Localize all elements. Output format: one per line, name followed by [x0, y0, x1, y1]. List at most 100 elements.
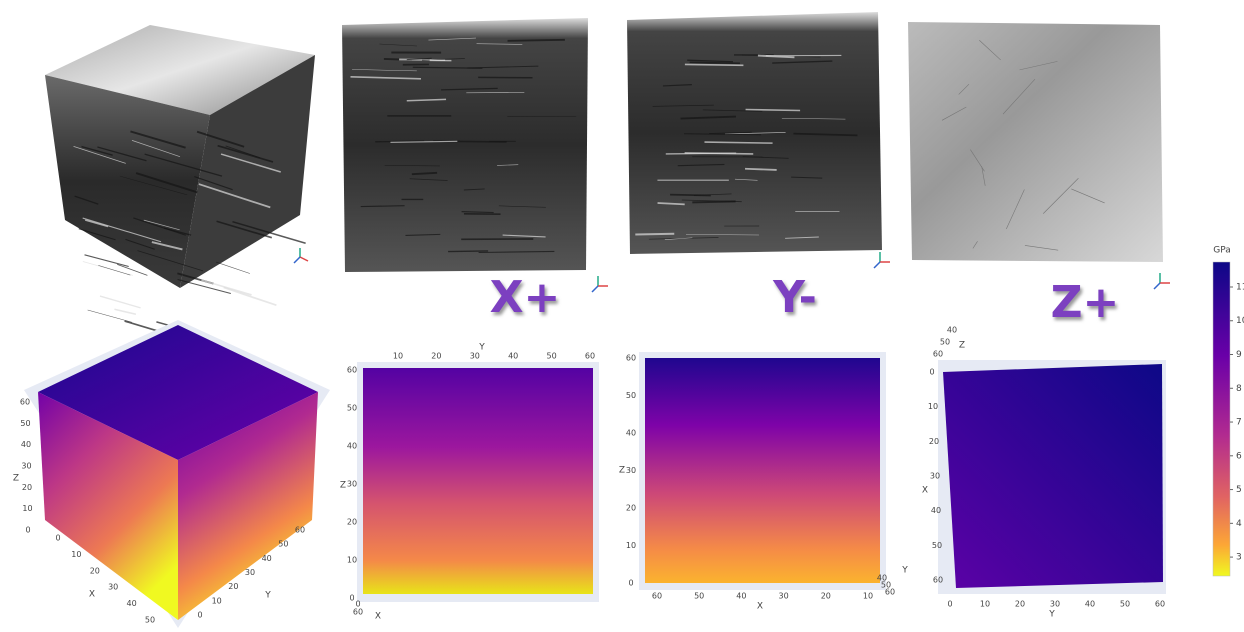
tick-label: 20: [431, 352, 441, 361]
colorbar-tick-label: 9: [1236, 350, 1242, 360]
tick-label: 10: [928, 402, 938, 411]
tick-label: 10: [626, 541, 636, 550]
tick-label: 40: [1085, 600, 1095, 609]
rock-streak: [114, 309, 135, 314]
tick-label: 10: [863, 592, 873, 601]
tick-label: 20: [228, 582, 238, 591]
tick-label: 50: [547, 352, 557, 361]
axis-title: X: [89, 590, 95, 600]
tick-label: 30: [470, 352, 480, 361]
tick-label: 50: [20, 419, 30, 428]
tick-label: 20: [347, 518, 357, 527]
tick-label: 60: [652, 592, 662, 601]
tick-label: 50: [940, 338, 950, 347]
view-label: Z+: [1051, 277, 1120, 328]
tick-label: 20: [626, 504, 636, 513]
tick-label: 60: [1155, 600, 1165, 609]
rock-photo-z: [908, 22, 1163, 262]
tick-label: 40: [931, 506, 941, 515]
tick-label: 60: [585, 352, 595, 361]
tick-label: 30: [21, 462, 31, 471]
tick-label: 60: [353, 608, 363, 617]
tick-label: 10: [212, 596, 222, 605]
axis-title: Y: [1048, 610, 1055, 620]
tick-label: 0: [628, 579, 633, 588]
tick-label: 50: [1120, 600, 1130, 609]
axis-title: X: [922, 486, 928, 496]
rock-streak: [635, 234, 674, 235]
colorbar-tick-label: 11: [1236, 282, 1244, 292]
tick-label: 10: [347, 556, 357, 565]
colorbar-tick-label: 5: [1236, 485, 1242, 495]
tick-label: 40: [508, 352, 518, 361]
tick-label: 50: [694, 592, 704, 601]
tick-label: 50: [145, 616, 155, 625]
tick-label: 30: [245, 568, 255, 577]
tick-label: 20: [929, 437, 939, 446]
rock-streak: [704, 142, 772, 143]
tick-label: 30: [779, 592, 789, 601]
tick-label: 30: [108, 583, 118, 592]
tick-label: 60: [933, 576, 943, 585]
tick-label: 40: [21, 440, 31, 449]
tick-label: 0: [25, 526, 30, 535]
axis-title: X: [757, 602, 763, 612]
tick-label: 30: [347, 480, 357, 489]
tick-label: 40: [947, 326, 957, 335]
tick-label: 50: [278, 540, 288, 549]
tick-label: 20: [90, 566, 100, 575]
tick-label: 40: [736, 592, 746, 601]
tick-label: 60: [295, 526, 305, 535]
colorbar-tick-label: 4: [1236, 519, 1242, 529]
rock-streak: [745, 169, 777, 170]
tick-label: 50: [347, 404, 357, 413]
tick-label: 60: [347, 366, 357, 375]
rock-streak: [98, 265, 130, 275]
colorbar-tick-label: 7: [1236, 418, 1242, 428]
tick-label: 60: [626, 354, 636, 363]
rock-photo-x: [342, 18, 588, 272]
axis-title: Z: [13, 474, 19, 484]
axis-title: Y: [478, 343, 485, 353]
tick-label: 60: [20, 398, 30, 407]
axis-title: Z: [340, 481, 346, 491]
z-face-plot: [943, 364, 1163, 588]
tick-label: 0: [197, 611, 202, 620]
tick-label: 40: [626, 429, 636, 438]
tick-label: 10: [71, 550, 81, 559]
tick-label: 40: [262, 554, 272, 563]
view-label: Y-: [772, 272, 817, 323]
tick-label: 0: [55, 534, 60, 543]
colorbar-tick-label: 3: [1236, 553, 1242, 563]
tick-label: 50: [932, 541, 942, 550]
rock-streak: [685, 64, 744, 65]
colorbar-title: GPa: [1213, 246, 1231, 256]
colorbar: [1213, 262, 1230, 576]
rock-streak: [85, 255, 129, 267]
rock-streak: [216, 262, 250, 273]
tick-label: 30: [1050, 600, 1060, 609]
tick-label: 60: [933, 350, 943, 359]
tick-label: 20: [22, 483, 32, 492]
axis-title: Z: [959, 341, 965, 351]
tick-label: 60: [885, 588, 895, 597]
y-face-plot: [645, 358, 880, 583]
tick-label: 0: [349, 594, 354, 603]
axis-title: Y: [264, 591, 271, 601]
view-label: X+: [490, 272, 561, 323]
tick-label: 0: [929, 368, 934, 377]
tick-label: 0: [947, 600, 952, 609]
tick-label: 30: [626, 466, 636, 475]
tick-label: 20: [821, 592, 831, 601]
colorbar-tick-label: 8: [1236, 384, 1242, 394]
axis-title: Y: [901, 566, 908, 576]
tick-label: 10: [980, 600, 990, 609]
tick-label: 10: [22, 504, 32, 513]
rock-streak: [666, 153, 736, 154]
axis-title: Z: [619, 466, 625, 476]
axis-title: X: [375, 612, 381, 622]
colorbar-tick-label: 6: [1236, 451, 1242, 461]
tick-label: 20: [1015, 600, 1025, 609]
tick-label: 10: [393, 352, 403, 361]
